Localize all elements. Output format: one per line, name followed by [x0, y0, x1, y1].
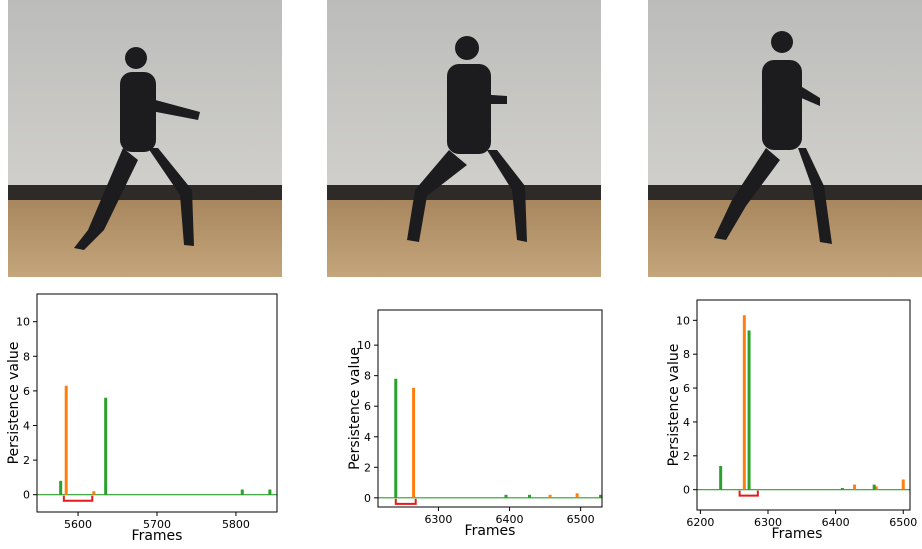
plot-frame [37, 294, 277, 512]
x-axis-label: Frames [132, 528, 183, 544]
y-axis-label: Persistence value [6, 342, 22, 465]
plot-frame [697, 300, 910, 510]
x-tick-label: 6200 [686, 516, 714, 529]
y-axis-label: Persistence value [347, 347, 363, 470]
plot-frame [378, 310, 602, 507]
y-tick-label: 4 [364, 431, 371, 444]
y-tick-label: 8 [683, 348, 690, 361]
y-tick-label: 2 [23, 454, 30, 467]
x-tick-label: 5800 [222, 518, 250, 531]
x-axis-label: Frames [465, 523, 516, 539]
y-axis-label: Persistence value [666, 344, 682, 467]
photo [327, 0, 601, 277]
x-tick-label: 6300 [424, 513, 452, 526]
y-tick-label: 4 [683, 416, 690, 429]
y-tick-label: 6 [23, 385, 30, 398]
y-tick-label: 0 [683, 484, 690, 497]
x-axis-label: Frames [772, 526, 823, 542]
y-tick-label: 8 [364, 370, 371, 383]
x-tick-label: 5600 [64, 518, 92, 531]
y-tick-label: 0 [364, 492, 371, 505]
y-tick-label: 6 [364, 400, 371, 413]
y-tick-label: 2 [683, 450, 690, 463]
y-tick-label: 0 [23, 489, 30, 502]
y-tick-label: 10 [676, 314, 690, 327]
y-tick-label: 8 [23, 350, 30, 363]
highlight-bracket [740, 491, 758, 496]
photo [8, 0, 282, 277]
y-tick-label: 6 [683, 382, 690, 395]
y-tick-label: 4 [23, 419, 30, 432]
x-tick-label: 6500 [567, 513, 595, 526]
photo [648, 0, 922, 277]
x-tick-label: 6500 [889, 516, 917, 529]
highlight-bracket [64, 496, 92, 501]
figure: 5600570058000246810FramesPersistence val… [0, 0, 922, 545]
y-tick-label: 10 [16, 316, 30, 329]
x-tick-label: 6400 [822, 516, 850, 529]
y-tick-label: 2 [364, 461, 371, 474]
highlight-bracket [396, 499, 416, 504]
